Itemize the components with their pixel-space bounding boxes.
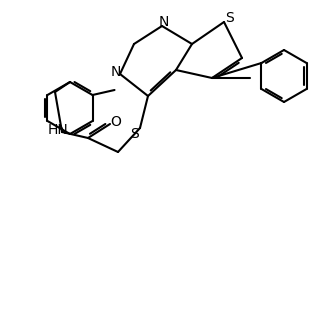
Text: O: O [111, 115, 121, 129]
Text: N: N [159, 15, 169, 29]
Text: S: S [226, 11, 235, 25]
Text: HN: HN [48, 123, 68, 137]
Text: N: N [111, 65, 121, 79]
Text: S: S [131, 127, 139, 141]
